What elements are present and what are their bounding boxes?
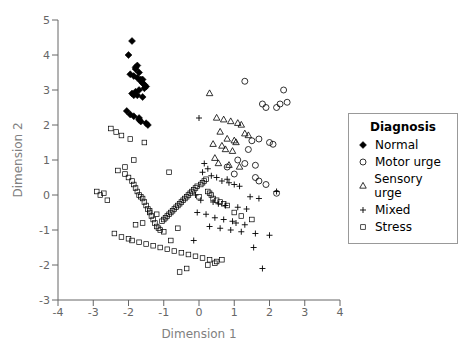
svg-text:Dimension 1: Dimension 1 bbox=[161, 327, 236, 341]
html-text:Mixed: Mixed bbox=[375, 202, 411, 217]
svg-text:3: 3 bbox=[301, 306, 308, 319]
svg-text:-4: -4 bbox=[53, 306, 64, 319]
svg-text:-2: -2 bbox=[123, 306, 134, 319]
html-text:Stress: Stress bbox=[375, 219, 412, 234]
svg-text:Dimension 2: Dimension 2 bbox=[11, 122, 25, 197]
html-text:Normal: Normal bbox=[375, 137, 419, 152]
html-text:Motor urge: Motor urge bbox=[375, 154, 441, 169]
html-text:Diagnosis: Diagnosis bbox=[370, 119, 436, 134]
svg-text:0: 0 bbox=[43, 189, 50, 202]
svg-text:-1: -1 bbox=[158, 306, 169, 319]
svg-text:2: 2 bbox=[266, 306, 273, 319]
svg-text:-1: -1 bbox=[39, 224, 50, 237]
svg-text:-3: -3 bbox=[39, 294, 50, 307]
svg-text:4: 4 bbox=[43, 49, 50, 62]
svg-text:0: 0 bbox=[196, 306, 203, 319]
svg-text:1: 1 bbox=[231, 306, 238, 319]
svg-text:-2: -2 bbox=[39, 259, 50, 272]
svg-text:-3: -3 bbox=[88, 306, 99, 319]
svg-text:1: 1 bbox=[43, 154, 50, 167]
svg-text:2: 2 bbox=[43, 119, 50, 132]
svg-text:3: 3 bbox=[43, 84, 50, 97]
svg-text:4: 4 bbox=[337, 306, 344, 319]
html-text:Sensory urge: Sensory urge bbox=[374, 171, 423, 200]
svg-text:5: 5 bbox=[43, 14, 50, 27]
